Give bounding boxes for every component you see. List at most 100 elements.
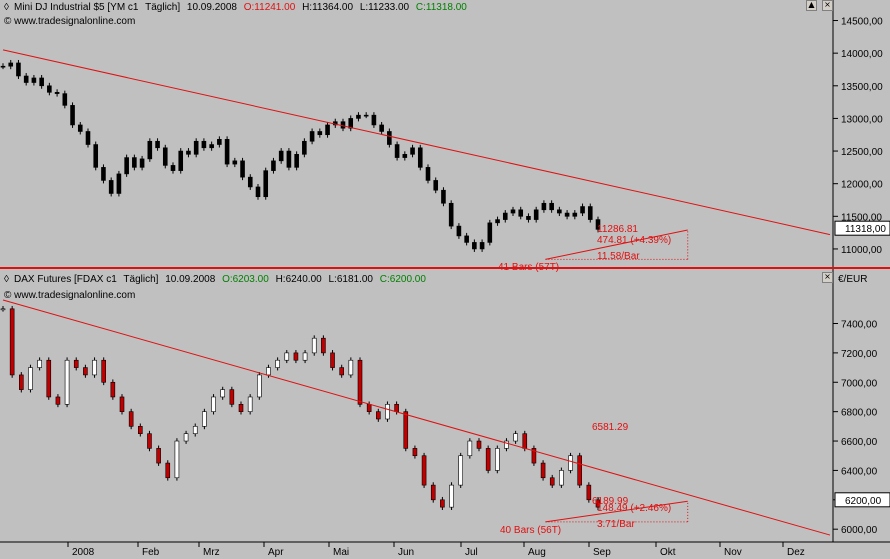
bottom-candle-body — [293, 352, 299, 361]
bottom-candle-body — [412, 448, 418, 457]
top-candle-body — [116, 173, 122, 194]
bottom-candle-body — [348, 359, 354, 376]
bottom-candle-body — [549, 477, 555, 486]
top-candle-body — [402, 154, 408, 158]
bottom-candle-body — [9, 308, 15, 376]
top-candle-body — [278, 150, 284, 162]
bottom-candle-body — [495, 448, 500, 471]
top-y-axis: 11000,00 11500,00 12000,00 12500,00 13000,00… — [833, 17, 890, 256]
top-y-tick-label: 14500,00 — [841, 17, 883, 28]
top-candle-body — [495, 219, 500, 224]
x-axis: 2008 Feb Mrz Apr Mai Jun Jul Aug Sep Okt Nov Dez — [67, 542, 805, 558]
bottom-candle-body — [147, 433, 152, 449]
top-candle-body — [472, 242, 477, 250]
bottom-candle-body — [385, 404, 390, 420]
x-tick-label: Jun — [398, 547, 414, 558]
top-last-price-box — [834, 220, 890, 236]
top-candle-body — [394, 144, 400, 158]
top-candle-body — [162, 147, 168, 166]
top-candle-body — [124, 157, 129, 175]
close-top-button[interactable]: × — [822, 0, 833, 11]
bottom-candle-body — [174, 440, 180, 479]
top-candle-body — [271, 160, 276, 171]
bottom-candle-body — [522, 433, 528, 449]
x-tick-label: 2008 — [72, 547, 95, 558]
bottom-candle-body — [0, 308, 6, 311]
maximize-button[interactable]: ▲ — [806, 0, 817, 11]
top-candle-body — [47, 85, 52, 93]
top-candle-body — [302, 140, 307, 155]
top-candle-body — [85, 131, 91, 145]
top-candle-body — [93, 144, 99, 168]
bottom-candle-body — [183, 433, 189, 442]
currency-unit: €/EUR — [838, 274, 867, 285]
bottom-candle-body — [238, 404, 244, 412]
top-candle-body — [132, 157, 137, 168]
top-header-icon: ◊ — [4, 2, 9, 13]
bottom-source: © www.tradesignalonline.com — [4, 290, 135, 301]
top-y-tick-label: 12500,00 — [841, 147, 883, 158]
bottom-candle-body — [138, 426, 143, 434]
top-candle-body — [147, 140, 153, 160]
top-candle-body — [224, 139, 230, 165]
bottom-trendline — [2, 299, 831, 536]
top-candle-body — [101, 167, 106, 181]
bottom-candle-body — [311, 337, 317, 354]
top-candle-body — [526, 216, 531, 220]
top-y-tick-label: 12000,00 — [841, 180, 883, 191]
bottom-candle-body — [83, 367, 88, 376]
top-candle-body — [309, 131, 315, 142]
x-tick-label: Dez — [787, 547, 805, 558]
top-candle-body — [286, 150, 292, 168]
top-candle-body — [356, 114, 361, 119]
bottom-candle-body — [156, 448, 161, 464]
top-y-tick-label: 11500,00 — [841, 212, 882, 223]
top-candle-body — [170, 165, 176, 171]
bottom-header-icon: ◊ — [4, 274, 9, 285]
top-candle-body — [201, 140, 207, 149]
top-candle-body — [247, 176, 253, 188]
x-tick-label: Nov — [724, 547, 742, 558]
bottom-candle-body — [101, 359, 106, 383]
top-candle-body — [379, 124, 384, 132]
bottom-y-tick-label: 6000,00 — [841, 525, 878, 536]
bottom-candle-body — [165, 462, 171, 479]
bottom-header: DAX Futures [FDAX c1 Täglich] 10.09.2008… — [14, 274, 426, 285]
top-candle-body — [464, 235, 469, 243]
top-candle-body — [263, 170, 269, 198]
top-candle-body — [564, 212, 570, 217]
bottom-y-tick-label: 7000,00 — [841, 378, 878, 389]
top-candle-body — [8, 62, 14, 67]
bottom-candle-body — [559, 470, 564, 486]
top-candle-body — [325, 124, 330, 136]
top-y-tick-label: 11000,00 — [841, 245, 882, 256]
top-y-tick-label: 13000,00 — [841, 114, 883, 125]
bottom-swing-change: 148.49 (+2.46%) — [597, 503, 671, 514]
bottom-candle-body — [275, 359, 280, 368]
top-candle-body — [31, 77, 37, 83]
top-candle-body — [108, 180, 114, 194]
bottom-candle-body — [28, 367, 33, 390]
top-candle-body — [23, 75, 29, 83]
bottom-candle-body — [485, 448, 491, 471]
bottom-candle-body — [540, 462, 546, 479]
top-swing-bars: 41 Bars (57T) — [498, 262, 559, 273]
top-candle-body — [340, 121, 346, 129]
bottom-candle-body — [330, 352, 335, 368]
top-candle-body — [425, 167, 431, 181]
top-candle-body — [217, 139, 222, 145]
bottom-candle-body — [421, 455, 427, 486]
bottom-candle-body — [284, 352, 290, 361]
top-candle-body — [70, 105, 75, 126]
close-bottom-button[interactable]: × — [822, 272, 833, 283]
bottom-candle-body — [366, 404, 372, 412]
top-candle-body — [155, 140, 160, 149]
bottom-candle-body — [229, 389, 235, 405]
bottom-candle-body — [568, 455, 573, 471]
x-tick-label: Sep — [593, 547, 611, 558]
top-plot-area — [0, 0, 833, 268]
trend-lines[interactable] — [2, 49, 831, 536]
bottom-candle-body — [257, 374, 262, 398]
bottom-candle-body — [531, 448, 537, 464]
top-candle-body — [348, 118, 354, 129]
